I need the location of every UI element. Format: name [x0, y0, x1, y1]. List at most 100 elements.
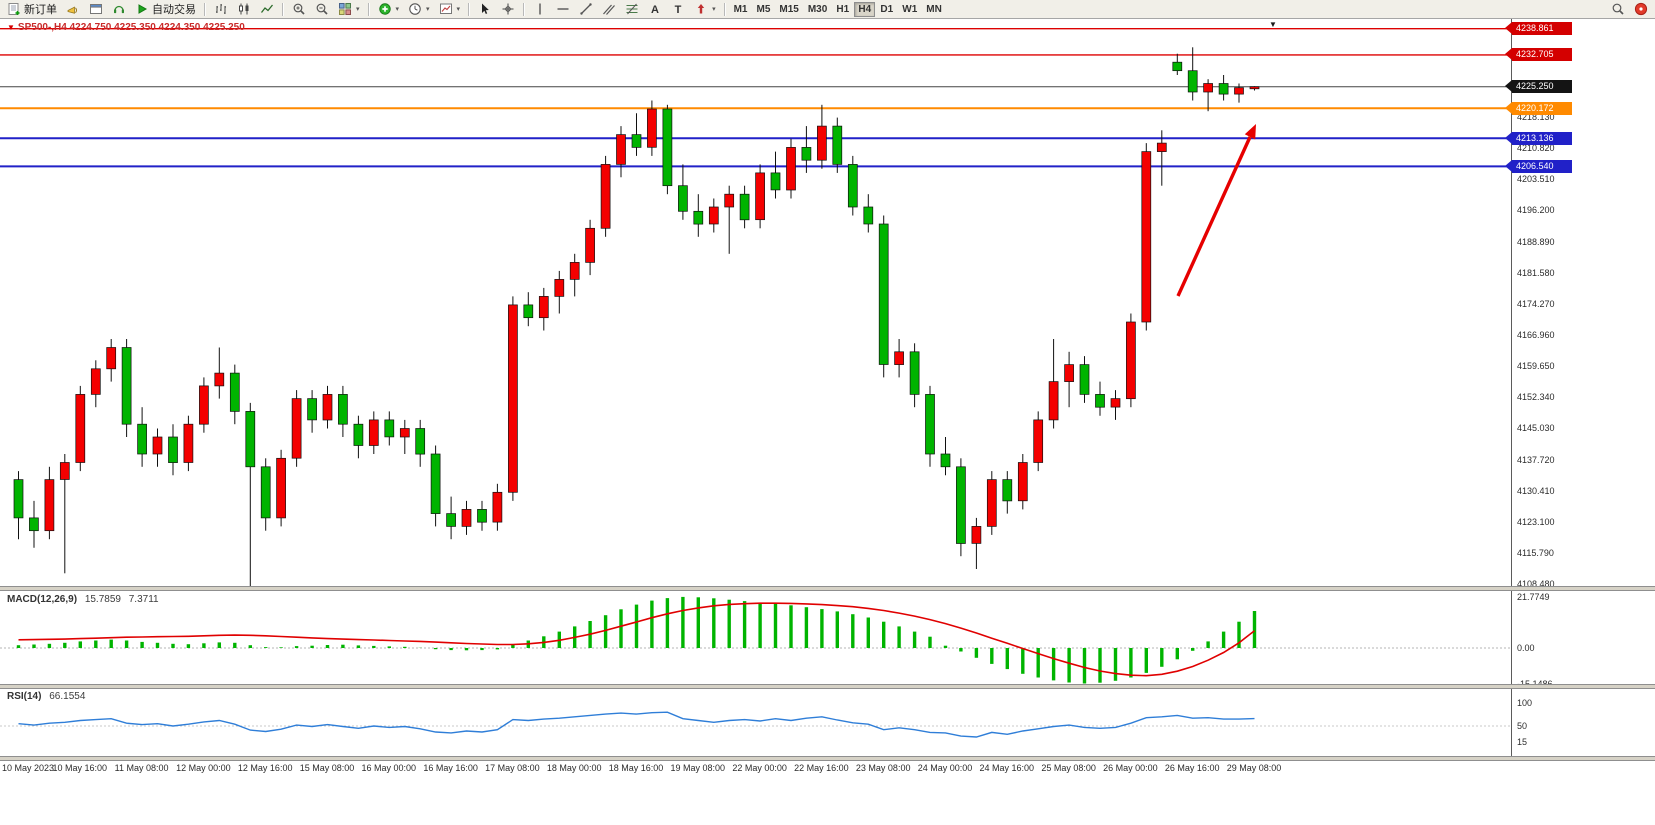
price-axis[interactable]	[1512, 19, 1655, 758]
candle-body	[925, 394, 935, 455]
templates-button[interactable]: ▾	[435, 1, 465, 18]
candle-body	[245, 411, 256, 468]
megaphone-button[interactable]	[62, 1, 84, 18]
indicators-button[interactable]: ▾	[374, 1, 404, 18]
autotrading-button[interactable]: 自动交易	[131, 1, 200, 18]
timeframe-m5-button[interactable]: M5	[752, 2, 774, 17]
cursor-icon	[478, 2, 492, 16]
timeframe-w1-button[interactable]: W1	[898, 2, 921, 17]
fibonacci-button[interactable]	[621, 1, 643, 18]
panel-divider[interactable]	[0, 684, 1655, 689]
support-button[interactable]	[108, 1, 130, 18]
notification-button[interactable]	[1630, 1, 1652, 18]
timeframe-m30-button[interactable]: M30	[804, 2, 831, 17]
bar-chart-button[interactable]	[210, 1, 232, 18]
candle-body	[1156, 142, 1167, 152]
new-window-button[interactable]	[85, 1, 107, 18]
chevron-down-icon: ▾	[426, 6, 430, 13]
candle-body	[616, 134, 626, 165]
chevron-down-icon: ▾	[712, 6, 716, 13]
arrows-button[interactable]: ▾	[690, 1, 720, 18]
candle-chart-button[interactable]	[233, 1, 255, 18]
time-axis[interactable]	[0, 760, 1655, 779]
fibonacci-icon	[625, 2, 639, 16]
window-icon	[89, 2, 103, 16]
timeframe-h4-button[interactable]: H4	[854, 1, 876, 17]
candle-body	[1002, 479, 1013, 502]
crosshair-button[interactable]	[497, 1, 519, 18]
candle-body	[1218, 83, 1229, 95]
tile-windows-icon	[338, 2, 352, 16]
candle-body	[90, 368, 101, 395]
candle-body	[1203, 83, 1213, 93]
panel-divider[interactable]	[0, 756, 1655, 761]
channel-button[interactable]	[598, 1, 620, 18]
panel-divider[interactable]	[0, 586, 1655, 591]
notification-badge-icon	[1634, 2, 1648, 16]
candle-body	[446, 513, 456, 527]
zoom-in-button[interactable]	[288, 1, 310, 18]
candle-body	[168, 436, 178, 463]
price-axis-separator	[1511, 19, 1512, 758]
chart-shift-marker-icon[interactable]: ▼	[1269, 20, 1277, 29]
candles-icon	[237, 2, 251, 16]
template-icon	[439, 2, 453, 16]
toolbar-separator	[468, 2, 471, 16]
chart-title-text: SP500-,H4 4224.750 4225.350 4224.350 422…	[17, 22, 245, 33]
candle-body	[430, 453, 441, 514]
line-chart-button[interactable]	[256, 1, 278, 18]
candle-body	[152, 436, 163, 455]
candle-body	[75, 394, 86, 463]
candle-body	[986, 479, 997, 527]
candle-body	[29, 517, 39, 532]
candle-body	[368, 419, 379, 446]
search-button[interactable]	[1607, 1, 1629, 18]
new-order-button[interactable]: 新订单	[3, 1, 61, 18]
candle-body	[276, 457, 286, 519]
autotrading-label: 自动交易	[152, 4, 196, 16]
macd-name: MACD(12,26,9)	[7, 594, 78, 605]
chevron-down-icon: ▾	[395, 6, 400, 13]
macd-main-value: 15.7859	[84, 594, 121, 605]
trend-arrow-head[interactable]	[1244, 124, 1256, 140]
timeframe-h1-button[interactable]: H1	[832, 2, 853, 17]
label-button[interactable]: T	[667, 1, 689, 18]
macd-signal-value: 7.3711	[128, 594, 159, 605]
timeframe-mn-button[interactable]: MN	[922, 2, 946, 17]
line-chart-icon	[260, 2, 274, 16]
trend-arrow[interactable]	[1176, 136, 1252, 297]
rsi-label: RSI(14) 66.1554	[7, 691, 85, 702]
crosshair-icon	[501, 2, 515, 16]
candle-body	[554, 279, 565, 297]
toolbar-separator	[204, 2, 206, 16]
rsi-value: 66.1554	[49, 691, 86, 702]
text-a-icon: A	[648, 2, 662, 16]
candle-body	[817, 125, 827, 161]
rsi-name: RSI(14)	[7, 691, 42, 702]
zoom-out-button[interactable]	[311, 1, 333, 18]
tile-windows-button[interactable]: ▾	[334, 1, 364, 18]
rsi-line	[18, 711, 1255, 738]
horizontal-line-button[interactable]	[552, 1, 574, 18]
text-button[interactable]: A	[644, 1, 666, 18]
timeframe-group: M1 M5 M15 M30 H1 H4 D1 W1 MN	[730, 1, 946, 17]
candle-body	[678, 185, 688, 212]
timeframe-m1-button[interactable]: M1	[730, 2, 752, 17]
toolbar-separator	[282, 2, 284, 16]
vertical-line-button[interactable]	[529, 1, 551, 18]
candle-body	[477, 509, 487, 523]
candle-body	[229, 372, 240, 412]
candle-body	[786, 147, 796, 191]
cursor-button[interactable]	[474, 1, 496, 18]
trendline-button[interactable]	[575, 1, 597, 18]
timeframe-d1-button[interactable]: D1	[876, 2, 897, 17]
timeframe-m15-button[interactable]: M15	[775, 2, 802, 17]
candle-body	[878, 223, 889, 365]
periods-button[interactable]: ▾	[404, 1, 434, 18]
candle-body	[585, 227, 595, 263]
candle-body	[755, 172, 765, 221]
candle-body	[1048, 381, 1059, 421]
candle-body	[1126, 321, 1136, 400]
candle-body	[940, 453, 951, 468]
